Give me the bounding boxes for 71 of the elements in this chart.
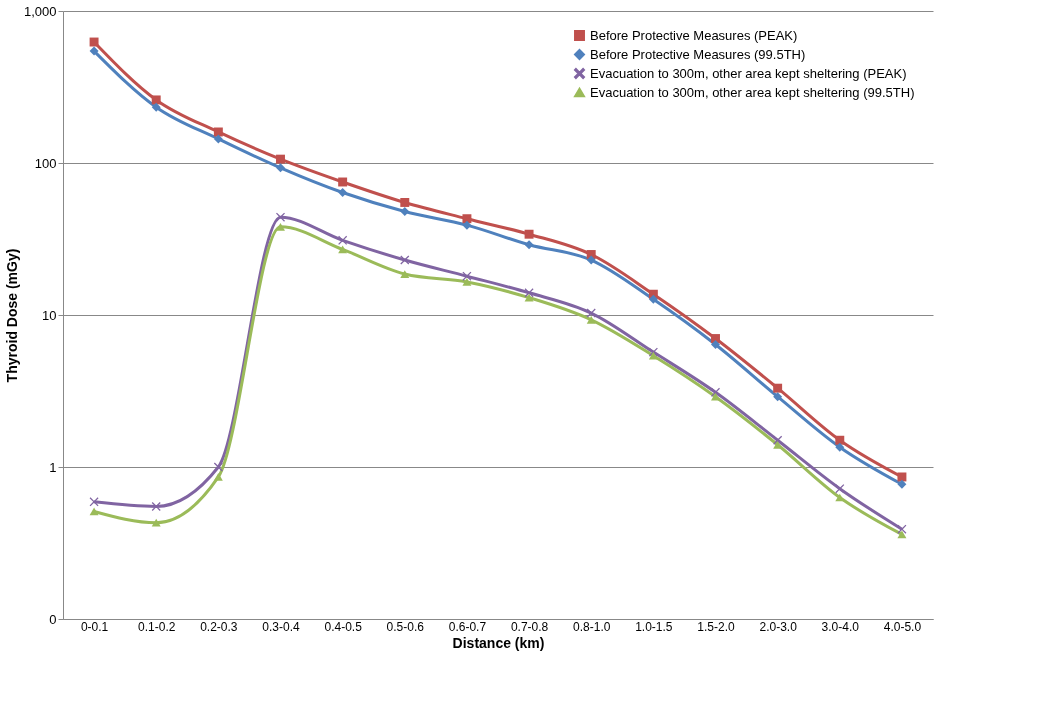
point xyxy=(586,315,596,324)
point xyxy=(338,177,348,187)
point xyxy=(400,270,410,278)
point xyxy=(276,223,285,231)
point xyxy=(648,351,658,360)
point xyxy=(89,497,99,507)
point xyxy=(835,442,845,452)
x-tick-label: 0-0.1 xyxy=(80,619,109,634)
point xyxy=(897,479,907,489)
point xyxy=(276,163,285,173)
point xyxy=(462,220,472,230)
point xyxy=(773,435,783,445)
point xyxy=(338,187,348,197)
point xyxy=(524,229,534,239)
point xyxy=(338,245,348,254)
point xyxy=(213,134,223,144)
x-tick-label: 0.7-0.8 xyxy=(510,619,549,634)
y-tick-label: 100 xyxy=(34,155,57,171)
x-tick-label: 3.0-4.0 xyxy=(821,619,860,634)
point xyxy=(276,154,285,164)
point xyxy=(151,518,161,527)
point xyxy=(711,339,720,349)
x-tick-label: 0.1-0.2 xyxy=(138,619,176,634)
legend-label: Evacuation to 300m, other area kept sheltering (PEAK) xyxy=(590,65,907,81)
point xyxy=(400,197,410,207)
point xyxy=(89,37,99,47)
legend-label: Before Protective Measures (PEAK) xyxy=(590,27,798,43)
x-tick-label: 1.0-1.5 xyxy=(635,619,673,634)
y-tick-label: 10 xyxy=(42,307,57,323)
y-tick-label: 1 xyxy=(49,459,57,475)
point xyxy=(586,255,596,265)
x-tick-label: 0.8-1.0 xyxy=(573,619,611,634)
point xyxy=(835,435,845,445)
point xyxy=(897,472,907,482)
point xyxy=(524,240,534,250)
x-tick-label: 0.3-0.4 xyxy=(262,619,301,634)
x-tick-label: 0.2-0.3 xyxy=(200,619,238,634)
y-tick-label: 0 xyxy=(49,611,57,627)
point xyxy=(524,288,534,298)
point xyxy=(151,95,161,105)
x-tick-label: 0.5-0.6 xyxy=(386,619,425,634)
point xyxy=(151,501,161,511)
point xyxy=(462,271,472,281)
point xyxy=(773,383,783,393)
point xyxy=(151,102,161,112)
point xyxy=(400,255,410,265)
point xyxy=(648,294,658,304)
point xyxy=(89,46,99,56)
point xyxy=(835,484,845,494)
point xyxy=(711,392,720,401)
point xyxy=(276,212,285,222)
point xyxy=(400,206,410,216)
x-tick-label: 2.0-3.0 xyxy=(759,619,798,634)
x-tick-label: 4.0-5.0 xyxy=(883,619,922,634)
x-tick-label: 0.6-0.7 xyxy=(448,619,487,634)
point xyxy=(462,278,472,286)
y-axis-title: Thyroid Dose (mGy) xyxy=(3,248,20,383)
point xyxy=(773,392,783,402)
legend-label: Evacuation to 300m, other area kept sheltering (99.5TH) xyxy=(590,84,915,100)
point xyxy=(213,462,223,472)
point xyxy=(711,387,720,397)
point xyxy=(213,473,223,481)
x-tick-label: 1.5-2.0 xyxy=(697,619,736,634)
point xyxy=(586,308,596,318)
x-tick-label: 0.4-0.5 xyxy=(324,619,363,634)
x-axis-title: Distance (km) xyxy=(452,634,545,651)
legend-label: Before Protective Measures (99.5TH) xyxy=(590,46,806,62)
point xyxy=(524,293,534,302)
point xyxy=(462,214,472,224)
y-tick-label: 1,000 xyxy=(23,3,57,19)
point xyxy=(897,530,907,539)
